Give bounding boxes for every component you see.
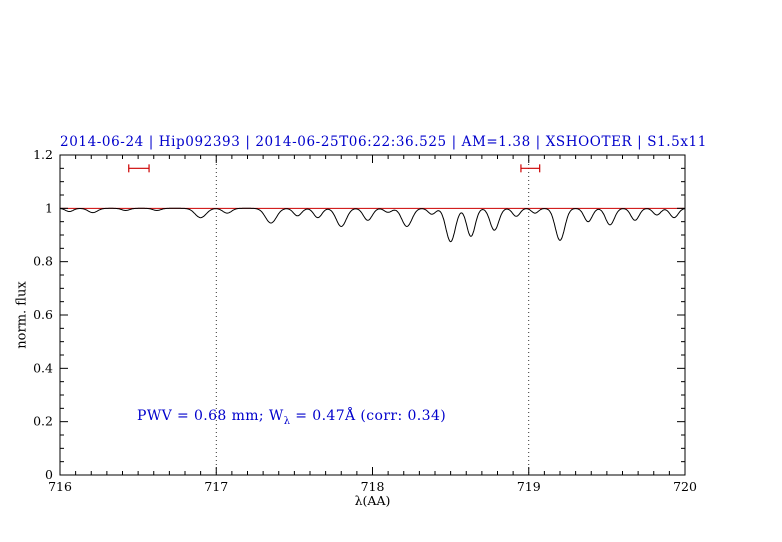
spectrum-line xyxy=(59,207,686,243)
x-tick-label: 717 xyxy=(204,479,228,494)
y-tick-label: 0 xyxy=(45,467,53,482)
y-tick-label: 0.8 xyxy=(33,254,53,269)
band-marker xyxy=(128,164,150,173)
y-tick-label: 1.2 xyxy=(33,147,53,162)
y-tick-label: 1 xyxy=(45,200,53,215)
x-axis-label: λ(AA) xyxy=(354,493,391,508)
band-marker xyxy=(520,164,541,173)
plot-frame xyxy=(59,154,686,476)
y-tick-label: 0.4 xyxy=(33,360,53,375)
x-tick-label: 718 xyxy=(361,479,385,494)
pwv-annotation-prefix: PWV = 0.68 mm; W xyxy=(137,408,284,424)
x-tick-label: 720 xyxy=(673,479,697,494)
pwv-annotation-suffix: = 0.47Å (corr: 0.34) xyxy=(290,408,447,424)
y-tick-label: 0.6 xyxy=(33,307,53,322)
x-tick-label: 719 xyxy=(517,479,541,494)
y-axis-label: norm. flux xyxy=(14,281,30,349)
tick-labels: 716 717 718 719 720 0 0.2 0.4 0.6 0.8 1 1.2 xyxy=(33,147,697,494)
axis-ticks xyxy=(59,154,686,476)
pwv-annotation: PWV = 0.68 mm; Wλ = 0.47Å (corr: 0.34) xyxy=(137,408,446,427)
pwv-annotation-lambda-subscript: λ xyxy=(283,415,291,427)
x-tick-label: 716 xyxy=(48,479,72,494)
y-tick-label: 0.2 xyxy=(33,414,53,429)
plot-title: 2014-06-24 | Hip092393 | 2014-06-25T06:2… xyxy=(60,134,707,150)
